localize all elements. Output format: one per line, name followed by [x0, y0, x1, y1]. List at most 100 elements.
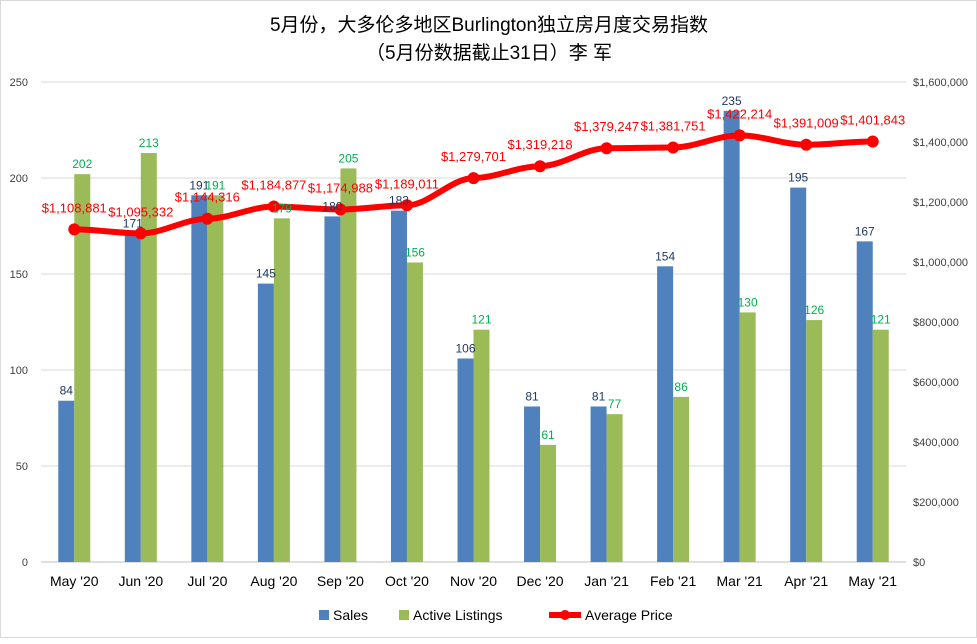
right-tick-label: $0: [913, 557, 925, 569]
x-tick-label: Dec '20: [517, 573, 564, 589]
left-tick-label: 100: [10, 365, 28, 377]
x-tick-label: Aug '20: [250, 573, 297, 589]
x-tick-label: Oct '20: [385, 573, 429, 589]
right-tick-label: $1,400,000: [913, 137, 968, 149]
active-listings-label: 77: [608, 397, 622, 411]
average-price-label: $1,422,214: [707, 106, 772, 121]
right-tick-label: $1,200,000: [913, 197, 968, 209]
average-price-label: $1,189,011: [375, 176, 439, 191]
active-listings-label: 121: [471, 313, 491, 327]
x-tick-label: Jul '20: [187, 573, 227, 589]
active-listings-label: 205: [338, 151, 358, 165]
sales-bar: [257, 283, 274, 562]
average-price-label: $1,391,009: [774, 116, 839, 131]
x-tick-label: Jan '21: [584, 573, 629, 589]
average-price-label: $1,381,751: [641, 118, 706, 133]
x-tick-label: Jun '20: [118, 573, 163, 589]
average-price-marker: [134, 227, 147, 240]
x-tick-label: Sep '20: [317, 573, 364, 589]
sales-label: 106: [455, 341, 475, 355]
average-price-label: $1,319,218: [507, 137, 572, 152]
average-price-marker: [267, 200, 280, 213]
sales-label: 195: [788, 171, 808, 185]
sales-label: 81: [592, 389, 606, 403]
active-listings-label: 86: [674, 380, 688, 394]
right-tick-label: $600,000: [913, 377, 959, 389]
x-tick-label: May '21: [848, 573, 897, 589]
active-listings-label: 121: [871, 313, 891, 327]
x-tick-label: Nov '20: [450, 573, 497, 589]
sales-label: 84: [60, 384, 74, 398]
sales-label: 191: [189, 178, 209, 192]
active-listings-label: 130: [738, 295, 758, 309]
right-tick-label: $1,600,000: [913, 77, 968, 89]
active-listings-bar: [273, 218, 290, 562]
active-listings-bar: [673, 396, 690, 562]
right-tick-label: $400,000: [913, 437, 959, 449]
sales-bar: [790, 187, 807, 562]
chart-subtitle: （5月份数据截止31日）李 军: [366, 42, 612, 64]
average-price-label: $1,379,247: [574, 119, 639, 134]
active-listings-bar: [406, 262, 423, 562]
average-price-marker: [733, 129, 746, 142]
chart-title: 5月份，大多伦多地区Burlington独立房月度交易指数: [270, 14, 708, 36]
legend-marker: [560, 610, 570, 620]
average-price-marker: [334, 203, 347, 216]
active-listings-bar: [140, 153, 157, 563]
average-price-marker: [467, 172, 480, 185]
left-tick-label: 150: [10, 269, 28, 281]
average-price-label: $1,174,988: [308, 181, 373, 196]
sales-bar: [856, 241, 873, 563]
x-tick-label: Feb '21: [650, 573, 696, 589]
sales-label: 154: [655, 249, 675, 263]
average-price-label: $1,095,332: [108, 204, 173, 219]
sales-bar: [657, 266, 674, 562]
sales-bar: [124, 233, 141, 562]
active-listings-label: 191: [205, 178, 225, 192]
average-price-label: $1,279,701: [441, 149, 506, 164]
active-listings-bar: [207, 195, 224, 562]
sales-label: 167: [855, 224, 875, 238]
sales-bar: [723, 110, 740, 563]
legend-label: Average Price: [585, 607, 673, 623]
average-price-label: $1,144,316: [175, 190, 240, 205]
active-listings-label: 61: [541, 428, 555, 442]
active-listings-label: 179: [272, 201, 292, 215]
sales-bar: [324, 216, 341, 562]
active-listings-label: 202: [72, 157, 92, 171]
average-price-marker: [866, 135, 879, 148]
sales-bar: [390, 210, 407, 562]
sales-label: 171: [123, 217, 143, 231]
legend-label: Active Listings: [413, 607, 502, 623]
left-tick-label: 250: [10, 77, 28, 89]
average-price-marker: [667, 141, 680, 154]
active-listings-bar: [806, 320, 823, 562]
average-price-marker: [400, 199, 413, 212]
right-tick-label: $1,000,000: [913, 257, 968, 269]
active-listings-bar: [872, 329, 889, 562]
average-price-label: $1,108,881: [42, 200, 107, 215]
left-tick-label: 0: [22, 557, 28, 569]
average-price-marker: [600, 142, 613, 155]
legend-label: Sales: [333, 607, 368, 623]
sales-bar: [58, 400, 75, 562]
sales-label: 183: [389, 194, 409, 208]
average-price-marker: [201, 212, 214, 225]
sales-bar: [524, 406, 541, 562]
active-listings-label: 156: [405, 245, 425, 259]
active-listings-bar: [540, 444, 557, 562]
sales-label: 145: [256, 267, 276, 281]
average-price-marker: [68, 223, 81, 236]
active-listings-label: 126: [804, 303, 824, 317]
average-price-label: $1,184,877: [241, 178, 306, 193]
left-tick-label: 200: [10, 173, 28, 185]
average-price-marker: [800, 138, 813, 151]
active-listings-bar: [606, 414, 623, 562]
left-tick-label: 50: [16, 461, 28, 473]
sales-label: 81: [525, 389, 539, 403]
average-price-marker: [534, 160, 547, 173]
legend-swatch: [399, 610, 409, 620]
average-price-label: $1,401,843: [840, 112, 905, 127]
sales-label: 180: [322, 199, 342, 213]
